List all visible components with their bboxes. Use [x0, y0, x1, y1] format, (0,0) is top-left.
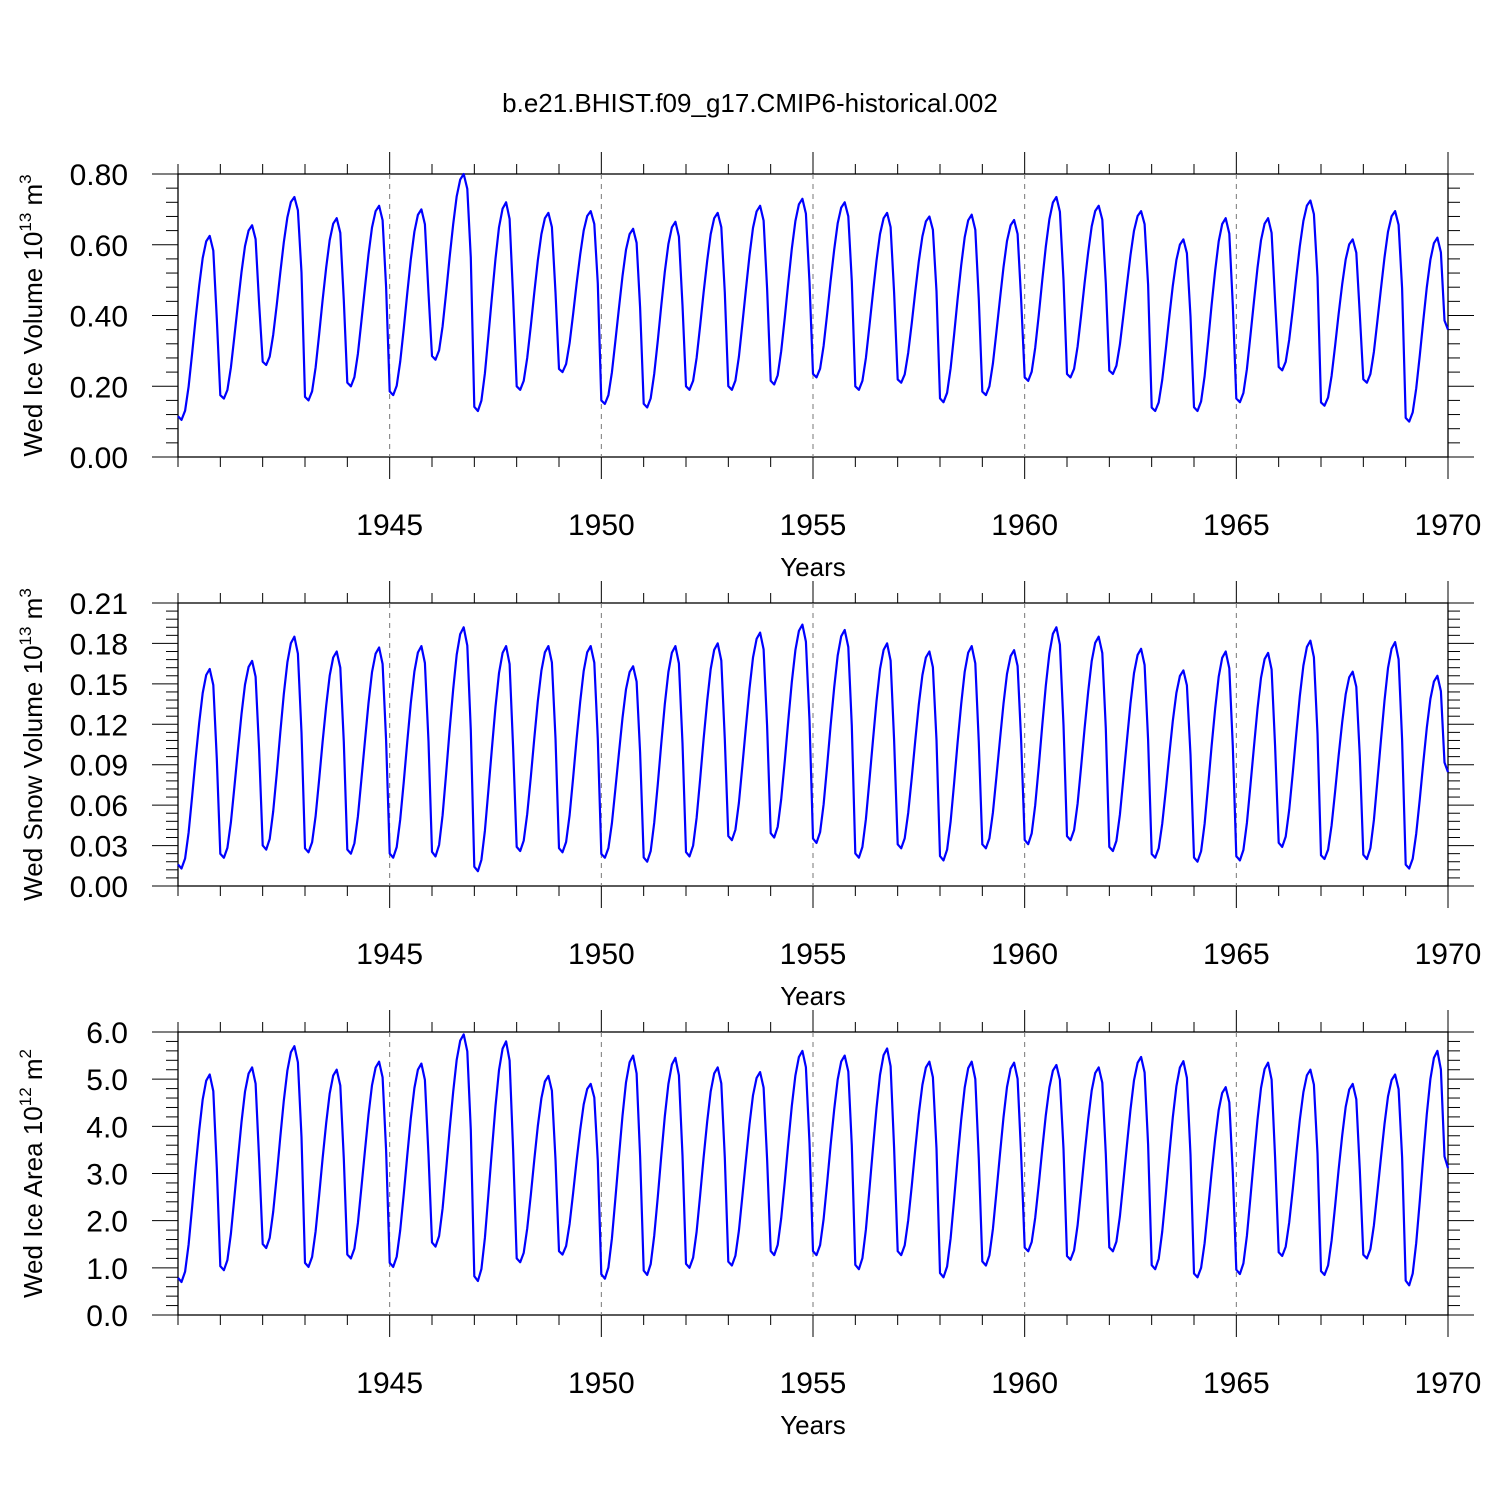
- y-tick-label: 1.0: [86, 1253, 128, 1286]
- y-tick-label: 0.15: [70, 669, 128, 702]
- x-tick-label: 1970: [1415, 509, 1482, 542]
- x-axis-title: Years: [780, 981, 846, 1011]
- panel-2: 1945 1950 1955 1960 1965 1970 0.00 0.03 0.06 0.09…: [16, 581, 1481, 1011]
- y-tick-label: 0.60: [70, 230, 128, 263]
- y-axis-title: Wed Ice Area 1012 m2: [16, 1049, 48, 1298]
- y-tick-label: 4.0: [86, 1111, 128, 1144]
- x-tick-label: 1945: [356, 938, 423, 971]
- y-tick-label: 0.03: [70, 831, 128, 864]
- y-axis-title: Wed Snow Volume 1013 m3: [16, 588, 48, 901]
- x-tick-label: 1955: [780, 938, 847, 971]
- y-tick-label: 0.06: [70, 790, 128, 823]
- y-tick-label: 0.0: [86, 1300, 128, 1333]
- y-tick-label: 0.12: [70, 709, 128, 742]
- y-tick-label: 3.0: [86, 1159, 128, 1192]
- panel-3: 1945 1950 1955 1960 1965 1970 0.0 1.0 2.0 3.0 4.0 5…: [16, 1010, 1481, 1440]
- x-tick-label: 1960: [991, 509, 1058, 542]
- x-tick-label: 1965: [1203, 1367, 1270, 1400]
- y-tick-label: 0.00: [70, 442, 128, 475]
- y-tick-label: 0.00: [70, 871, 128, 904]
- y-tick-label: 0.21: [70, 588, 128, 621]
- figure-title: b.e21.BHIST.f09_g17.CMIP6-historical.002: [502, 88, 998, 118]
- y-axis-title: Wed Ice Volume 1013 m3: [16, 174, 48, 456]
- x-tick-label: 1965: [1203, 509, 1270, 542]
- y-tick-label: 6.0: [86, 1017, 128, 1050]
- x-tick-label: 1950: [568, 1367, 635, 1400]
- x-tick-label: 1955: [780, 509, 847, 542]
- x-axis-title: Years: [780, 552, 846, 582]
- y-tick-label: 0.18: [70, 628, 128, 661]
- x-tick-label: 1970: [1415, 938, 1482, 971]
- y-tick-label: 5.0: [86, 1064, 128, 1097]
- y-tick-label: 0.40: [70, 301, 128, 334]
- x-axis-title: Years: [780, 1410, 846, 1440]
- series-line: [177, 1033, 1450, 1287]
- x-tick-label: 1965: [1203, 938, 1270, 971]
- x-tick-label: 1955: [780, 1367, 847, 1400]
- x-tick-label: 1960: [991, 1367, 1058, 1400]
- series-line: [177, 623, 1450, 873]
- x-tick-label: 1945: [356, 1367, 423, 1400]
- x-tick-label: 1950: [568, 938, 635, 971]
- y-tick-label: 2.0: [86, 1206, 128, 1239]
- x-tick-label: 1960: [991, 938, 1058, 971]
- y-tick-label: 0.09: [70, 750, 128, 783]
- panels: 1945 1950 1955 1960 1965 1970 0.00 0.20 0.40 0.60…: [16, 152, 1481, 1440]
- y-tick-label: 0.80: [70, 159, 128, 192]
- x-tick-label: 1950: [568, 509, 635, 542]
- x-tick-label: 1970: [1415, 1367, 1482, 1400]
- x-tick-label: 1945: [356, 509, 423, 542]
- series-line: [177, 172, 1450, 423]
- y-tick-label: 0.20: [70, 371, 128, 404]
- panel-1: 1945 1950 1955 1960 1965 1970 0.00 0.20 0.40 0.60…: [16, 152, 1481, 582]
